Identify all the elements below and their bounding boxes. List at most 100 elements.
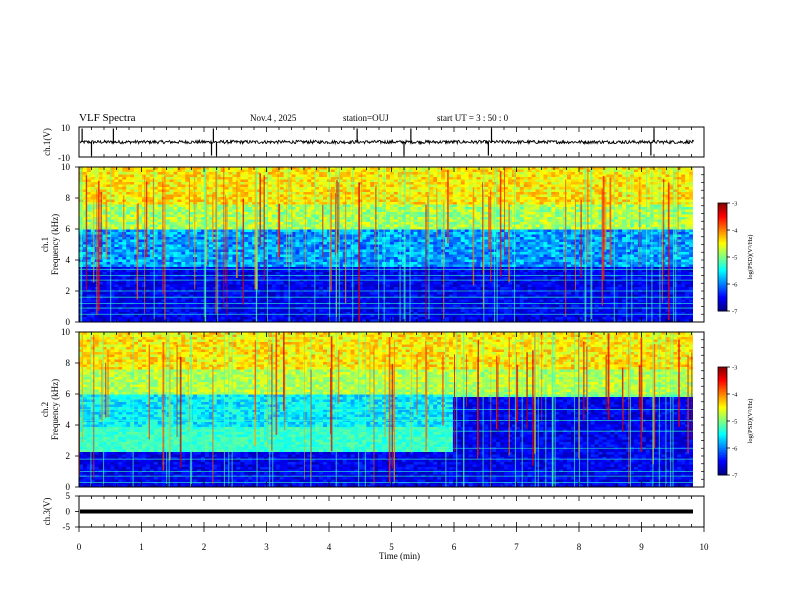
ch2-colorbar-swatch <box>718 466 727 469</box>
ch2-spec-ytick-label: 4 <box>66 420 71 430</box>
time-tick-label: 5 <box>389 542 394 552</box>
ch1-spec-ylabel: Frequency (kHz) <box>50 214 60 275</box>
ch1-colorbar-swatch <box>718 233 727 236</box>
ch2-spec-ytick-label: 8 <box>66 358 71 368</box>
ch2-colorbar-swatch <box>718 408 727 411</box>
ch2-colorbar-swatch <box>718 368 727 372</box>
ch2-colorbar-swatch <box>718 376 727 379</box>
ch1-spec-ytick-label: 4 <box>66 255 71 265</box>
ch1-colorbar-swatch <box>718 269 727 272</box>
ch1-colorbar-swatch <box>718 210 727 213</box>
ch1-colorbar-swatch <box>718 284 727 287</box>
ch2-colorbar-swatch <box>718 399 727 402</box>
ch2-colorbar-swatch <box>718 417 727 420</box>
ch2-colorbar-swatch <box>718 455 727 458</box>
ch3-waveform-panel: 5 0 -5 ch.3(V) 0 1 2 3 4 5 6 7 8 9 10 Time (min) <box>42 491 709 561</box>
time-tick-label: 8 <box>577 542 582 552</box>
ch1-colorbar-swatch <box>718 307 727 310</box>
ch2-colorbar-swatch <box>718 392 727 395</box>
ch1-colorbar-swatch <box>718 208 727 211</box>
ch3-ylabel: ch.3(V) <box>42 498 52 526</box>
ch1-colorbar-swatch <box>718 204 727 208</box>
ch1-waveform-panel: 10 -10 ch.1(V) <box>42 123 705 163</box>
ch1-colorbar-swatch <box>718 278 727 281</box>
chart-title: VLF Spectra <box>79 112 136 124</box>
ch2-spectrogram-panel: 10 8 6 4 2 0 Frequency (kHz)ch.2 <box>40 327 705 492</box>
time-tick-label: 6 <box>452 542 457 552</box>
ch1-colorbar-swatch <box>718 280 727 283</box>
ch2-spec-ytick-label: 6 <box>66 389 71 399</box>
ch1-colorbar-swatch <box>718 222 727 226</box>
ch1-colorbar-swatch <box>718 294 727 298</box>
ch1-colorbar-tick-label: -6 <box>732 282 738 289</box>
ch2-colorbar-swatch <box>718 446 727 449</box>
ch2-colorbar-swatch <box>718 426 727 429</box>
ch2-colorbar-swatch <box>718 467 727 471</box>
ch1-colorbar-swatch <box>718 230 727 233</box>
ch1-spec-ytick-label: 8 <box>66 193 71 203</box>
ch2-colorbar-swatch <box>718 457 727 460</box>
ch1-colorbar-label: log(PSD)(V²/Hz) <box>747 235 754 280</box>
ch2-colorbar-swatch <box>718 410 727 413</box>
ch2-spec-ylabel: Frequency (kHz) <box>50 379 60 440</box>
ch1-colorbar-swatch <box>718 273 727 276</box>
ch1-colorbar-swatch <box>718 242 727 245</box>
ch1-colorbar-swatch <box>718 296 727 299</box>
ch2-colorbar-swatch <box>718 397 727 400</box>
ch2-colorbar-swatch <box>718 451 727 454</box>
ch2-spec-ytick-label: 10 <box>61 327 71 337</box>
ch1-spectrogram-panel: 10 8 6 4 2 0 Frequency (kHz)ch.1 <box>40 162 705 327</box>
ch2-colorbar-tick-label: -3 <box>732 365 737 372</box>
time-tick-label: 0 <box>77 542 82 552</box>
ch1-colorbar-swatch <box>718 258 727 262</box>
ch2-colorbar-swatch <box>718 453 727 456</box>
ch1-colorbar-swatch <box>718 303 727 307</box>
ch2-colorbar-swatch <box>718 460 727 463</box>
ch2-colorbar-tick-label: -5 <box>732 419 737 426</box>
ch1-waveform-line <box>79 138 695 146</box>
ch2-colorbar-swatch <box>718 430 727 433</box>
ch1-colorbar-swatch <box>718 212 727 215</box>
ch2-colorbar-swatch <box>718 444 727 447</box>
ch1-colorbar-swatch <box>718 217 727 220</box>
ch1-spec-ylabel-channel: ch.1 <box>40 237 50 252</box>
ch2-spec-ylabel-channel: ch.2 <box>40 402 50 417</box>
ch2-colorbar: -3 -4 -5 -6 -7 log(PSD)(V²/Hz) <box>717 365 754 480</box>
ch2-colorbar-swatch <box>718 374 727 377</box>
ch1-colorbar-swatch <box>718 291 727 294</box>
time-tick-label: 1 <box>139 542 144 552</box>
ch2-colorbar-tick-label: -6 <box>732 446 738 453</box>
ch2-colorbar-swatch <box>718 385 727 388</box>
ch2-colorbar-swatch <box>718 406 727 409</box>
ch2-colorbar-swatch <box>718 473 727 476</box>
ch1-colorbar-swatch <box>718 266 727 269</box>
ch2-colorbar-swatch <box>718 462 727 465</box>
ch1-colorbar-tick-label: -4 <box>732 228 738 235</box>
ch2-colorbar-swatch <box>718 395 727 399</box>
ch2-colorbar-swatch <box>718 439 727 442</box>
ch2-colorbar-swatch <box>718 377 727 381</box>
ch1-colorbar-swatch <box>718 215 727 218</box>
ch1-colorbar-swatch <box>718 221 727 224</box>
ch1-colorbar-swatch <box>718 240 727 244</box>
ch1-colorbar-swatch <box>718 248 727 251</box>
ch1-colorbar-swatch <box>718 237 727 240</box>
ch1-colorbar-swatch <box>718 224 727 227</box>
ch1-colorbar-swatch <box>718 293 727 296</box>
ch2-colorbar-swatch <box>718 379 727 382</box>
ch1-colorbar-swatch <box>718 302 727 305</box>
ch1-ytick-label: -10 <box>58 153 70 163</box>
ch2-colorbar-swatch <box>718 469 727 472</box>
ch1-colorbar-swatch <box>718 253 727 256</box>
ch1-ytick-label: 10 <box>61 123 71 133</box>
ch2-spec-pixels <box>79 332 693 487</box>
ch1-colorbar-swatch <box>718 287 727 290</box>
ch1-colorbar-swatch <box>718 282 727 285</box>
ch2-colorbar-swatch <box>718 433 727 436</box>
ch1-colorbar-swatch <box>718 267 727 271</box>
ch1-spec-pixels <box>79 167 693 322</box>
ch1-colorbar-swatch <box>718 298 727 301</box>
time-tick-label: 10 <box>700 542 710 552</box>
ch1-colorbar-swatch <box>718 264 727 267</box>
